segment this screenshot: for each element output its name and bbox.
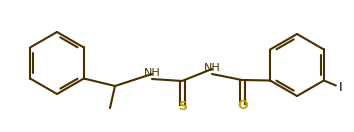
Text: I: I	[339, 81, 342, 94]
Text: NH: NH	[204, 63, 221, 73]
Text: NH: NH	[144, 68, 160, 78]
Text: S: S	[178, 100, 188, 113]
Text: O: O	[238, 99, 248, 112]
